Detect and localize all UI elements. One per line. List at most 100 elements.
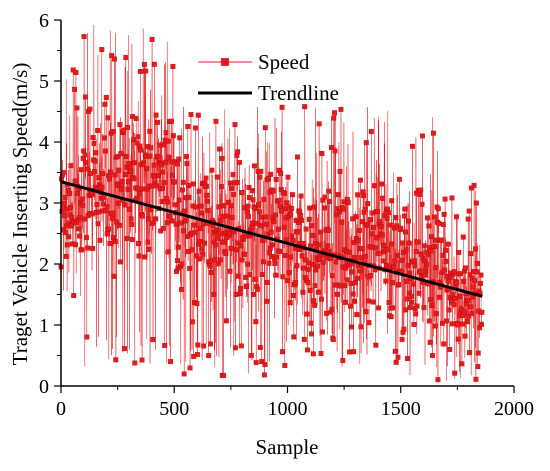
- plot-data: [58, 24, 485, 383]
- speed-point: [410, 143, 415, 149]
- speed-point: [258, 223, 264, 229]
- speed-point: [104, 204, 110, 210]
- speed-point: [307, 205, 313, 211]
- speed-point: [174, 258, 180, 263]
- speed-point: [333, 259, 339, 265]
- speed-point: [478, 321, 484, 327]
- speed-point: [371, 225, 377, 230]
- speed-point: [244, 209, 250, 215]
- speed-point: [389, 241, 395, 247]
- speed-point: [208, 341, 213, 347]
- speed-point: [424, 261, 430, 267]
- speed-point: [228, 245, 234, 251]
- x-tick-label: 1500: [381, 398, 421, 420]
- speed-point: [458, 271, 463, 277]
- speed-point: [417, 191, 423, 197]
- speed-point: [221, 203, 227, 209]
- speed-point: [155, 154, 161, 159]
- speed-point: [195, 112, 201, 118]
- speed-point: [468, 251, 474, 257]
- speed-point: [200, 251, 206, 257]
- speed-point: [139, 357, 145, 363]
- speed-point: [401, 326, 407, 332]
- speed-point: [137, 69, 143, 74]
- speed-point: [366, 298, 372, 304]
- speed-point: [181, 371, 187, 377]
- speed-point: [155, 172, 161, 178]
- speed-point: [222, 239, 227, 245]
- speed-point: [169, 172, 175, 178]
- speed-point: [279, 104, 285, 110]
- speed-point: [282, 253, 288, 258]
- speed-point: [84, 334, 90, 340]
- speed-point: [352, 280, 358, 286]
- speed-point: [165, 249, 171, 255]
- speed-point: [160, 225, 166, 231]
- speed-point: [392, 348, 398, 354]
- speed-point: [419, 201, 425, 207]
- speed-point: [343, 299, 348, 305]
- speed-point: [113, 357, 119, 363]
- speed-point: [354, 275, 360, 281]
- speed-point: [304, 347, 310, 353]
- speed-point: [298, 193, 304, 199]
- speed-point: [348, 303, 353, 309]
- speed-point: [150, 337, 156, 343]
- speed-point: [87, 106, 93, 112]
- legend-speed-marker: [221, 58, 229, 66]
- speed-point: [161, 142, 167, 148]
- speed-point: [284, 200, 290, 206]
- speed-point: [194, 301, 200, 307]
- speed-point: [430, 130, 436, 136]
- speed-point: [126, 179, 131, 185]
- speed-point: [202, 240, 208, 246]
- speed-point: [334, 291, 340, 297]
- speed-point: [443, 247, 449, 253]
- speed-point: [272, 261, 278, 266]
- speed-point: [263, 214, 269, 220]
- speed-point: [479, 309, 485, 315]
- speed-point: [381, 213, 387, 219]
- speed-point: [95, 221, 101, 227]
- speed-point: [207, 263, 213, 269]
- speed-point: [364, 221, 370, 227]
- speed-point: [473, 246, 478, 252]
- speed-point: [107, 176, 112, 182]
- speed-point: [299, 217, 304, 223]
- speed-point: [63, 253, 69, 259]
- speed-point: [386, 300, 392, 305]
- speed-point: [187, 265, 193, 271]
- speed-point: [312, 283, 318, 289]
- speed-point: [80, 202, 86, 208]
- speed-point: [381, 242, 387, 248]
- speed-point: [332, 148, 338, 154]
- speed-point: [418, 251, 424, 257]
- speed-point: [101, 201, 107, 207]
- speed-point: [77, 233, 83, 239]
- speed-point: [439, 237, 444, 243]
- speed-point: [428, 297, 434, 303]
- speed-point: [376, 305, 382, 311]
- speed-point: [185, 124, 191, 129]
- speed-point: [451, 269, 457, 275]
- speed-point: [404, 279, 410, 285]
- speed-point: [355, 238, 361, 243]
- speed-point: [466, 313, 472, 319]
- speed-point: [131, 160, 137, 166]
- speed-point: [309, 232, 315, 238]
- speed-point: [468, 185, 474, 191]
- speed-point: [217, 146, 222, 152]
- speed-point: [413, 249, 419, 255]
- speed-point: [403, 247, 409, 253]
- speed-point: [278, 170, 284, 176]
- speed-point: [122, 202, 128, 208]
- speed-point: [441, 341, 447, 347]
- speed-point: [229, 185, 235, 191]
- speed-point: [125, 186, 131, 192]
- speed-point: [334, 206, 340, 212]
- speed-point: [393, 359, 399, 365]
- speed-point: [390, 280, 396, 286]
- speed-point: [478, 272, 484, 278]
- speed-point: [79, 247, 85, 253]
- speed-point: [338, 106, 344, 112]
